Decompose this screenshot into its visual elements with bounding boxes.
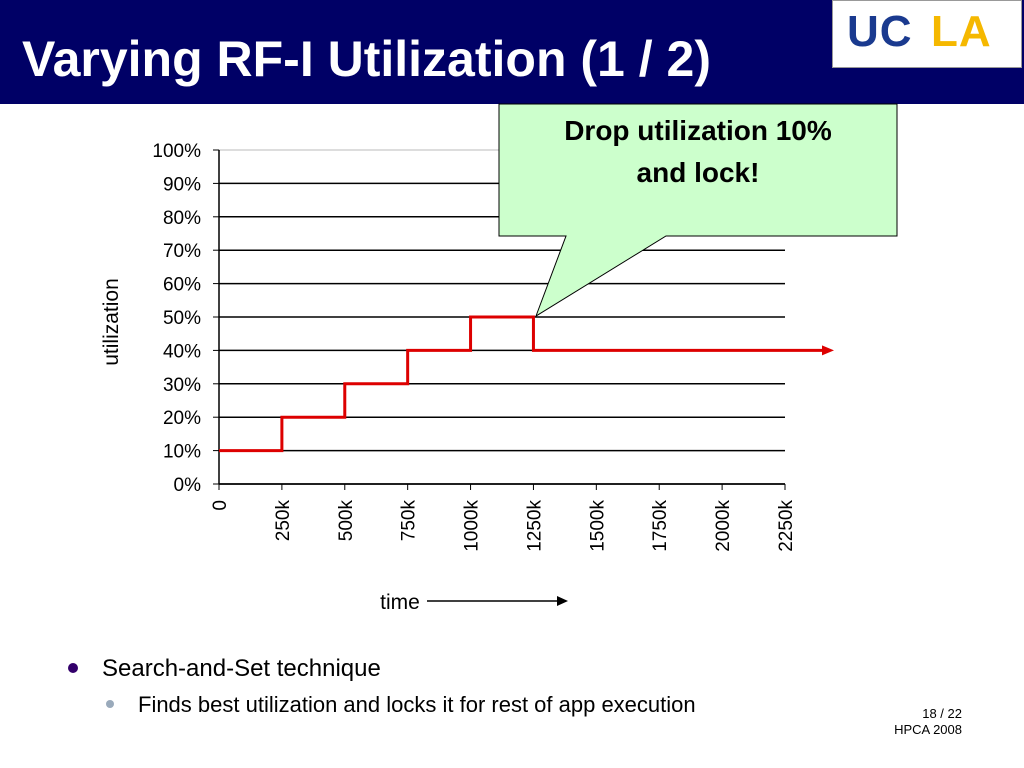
series-line — [219, 315, 824, 453]
y-tick-label: 0% — [174, 475, 202, 496]
x-tick-label: 2000k — [713, 500, 734, 552]
y-axis-label: utilization — [100, 278, 123, 366]
x-tick-label: 1250k — [524, 500, 545, 552]
x-axis-label: time — [380, 591, 420, 614]
callout-line-1: Drop utilization 10% — [564, 115, 832, 146]
footer-venue: HPCA 2008 — [894, 722, 962, 737]
callout-text: Drop utilization 10% and lock! — [508, 110, 888, 194]
y-tick-label: 50% — [163, 308, 201, 329]
page-number: 18 / 22 — [922, 706, 962, 721]
ucla-logo: UC LA — [832, 0, 1022, 68]
y-tick-label: 90% — [163, 174, 201, 195]
y-tick-label: 20% — [163, 408, 201, 429]
y-tick-label: 30% — [163, 375, 201, 396]
time-arrow-head — [557, 596, 568, 606]
sub-bullet-text: Finds best utilization and locks it for … — [138, 692, 696, 717]
sub-bullet-dot-icon — [106, 700, 114, 709]
x-tick-label: 750k — [399, 500, 420, 542]
x-tick-label: 500k — [336, 500, 357, 542]
slide-footer: 18 / 22 HPCA 2008 — [894, 706, 962, 738]
bullet-item: Search-and-Set technique — [68, 655, 381, 683]
y-tick-label: 10% — [163, 442, 201, 463]
x-tick-label: 1750k — [650, 500, 671, 552]
sub-bullet-item: Finds best utilization and locks it for … — [106, 692, 696, 718]
logo-letters-blue: UC — [847, 7, 913, 56]
x-tick-label: 0 — [210, 500, 231, 511]
y-tick-label: 80% — [163, 208, 201, 229]
bullet-text: Search-and-Set technique — [102, 655, 381, 682]
x-tick-label: 1000k — [462, 500, 483, 552]
callout-line-2: and lock! — [636, 157, 760, 188]
series-arrow-head — [822, 345, 834, 356]
slide-title: Varying RF-I Utilization (1 / 2) — [22, 31, 711, 87]
x-tick-label: 2250k — [776, 500, 797, 552]
y-tick-label: 70% — [163, 241, 201, 262]
y-tick-label: 40% — [163, 341, 201, 362]
callout-balloon — [498, 103, 898, 318]
logo-letters-gold: LA — [931, 7, 992, 56]
y-tick-label: 100% — [152, 141, 201, 162]
bullet-dot-icon — [68, 662, 78, 673]
x-tick-label: 250k — [273, 500, 294, 542]
y-tick-label: 60% — [163, 275, 201, 296]
x-tick-label: 1500k — [587, 500, 608, 552]
